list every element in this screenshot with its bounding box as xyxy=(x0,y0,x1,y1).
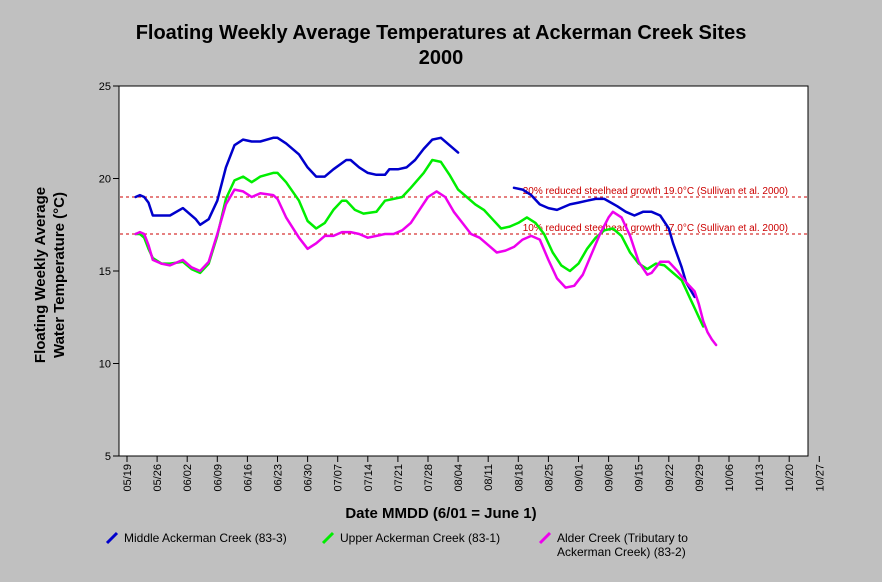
x-tick-label: 06/30 xyxy=(303,464,315,492)
x-tick-label: 09/22 xyxy=(664,464,676,492)
y-axis-label-line1: Floating Weekly Average xyxy=(32,186,49,364)
x-tick-label: 06/02 xyxy=(182,464,194,492)
x-tick-label: 09/08 xyxy=(604,464,616,492)
x-tick-label: 08/04 xyxy=(453,464,465,492)
x-tick-label: 07/14 xyxy=(363,464,375,492)
legend-label-middle: Middle Ackerman Creek (83-3) xyxy=(124,531,287,545)
y-tick-label: 25 xyxy=(99,81,111,93)
x-tick-label: 09/01 xyxy=(574,464,586,492)
legend-swatch-middle xyxy=(105,531,119,545)
series-line xyxy=(134,188,718,347)
y-tick-label: 20 xyxy=(99,174,111,186)
reference-line-label: 10% reduced steelhead growth 17.0°C (Sul… xyxy=(523,223,788,234)
x-tick-label: 08/18 xyxy=(513,464,525,492)
x-tick-label: 10/13 xyxy=(754,464,766,492)
y-axis: 5 10 15 20 25 xyxy=(99,81,119,463)
chart-title: Floating Weekly Average Temperatures at … xyxy=(135,22,747,44)
legend-label-upper: Upper Ackerman Creek (83-1) xyxy=(340,531,501,545)
series-line xyxy=(134,136,460,227)
x-tick-label: 07/07 xyxy=(333,464,345,492)
x-axis: 05/19 05/26 06/02 06/09 06/16 06/23 06/30 07/07… xyxy=(122,456,826,492)
x-tick-label: 10/20 xyxy=(784,464,796,492)
x-tick-label: 05/26 xyxy=(152,464,164,492)
chart-subtitle: 2000 xyxy=(418,47,464,69)
x-tick-label: 10/06 xyxy=(724,464,736,492)
legend-swatch-upper xyxy=(321,531,335,545)
y-tick-label: 15 xyxy=(99,266,111,278)
x-tick-label: 06/16 xyxy=(242,464,254,492)
x-axis-label: Date MMDD (6/01 = June 1) xyxy=(345,505,537,522)
legend-label-alder: Alder Creek (Tributary to Ackerman Creek… xyxy=(557,531,688,559)
reference-line-label: 20% reduced steelhead growth 19.0°C (Sul… xyxy=(523,186,788,197)
y-axis-label: Floating Weekly Average Water Temperatur… xyxy=(31,187,69,363)
x-tick-label: 06/09 xyxy=(212,464,224,492)
x-tick-label: 09/29 xyxy=(694,464,706,492)
y-tick-label: 10 xyxy=(99,359,111,371)
x-tick-label: 10/27 xyxy=(814,464,826,492)
x-tick-label: 07/21 xyxy=(393,464,405,492)
legend-swatch-alder xyxy=(538,531,552,545)
x-tick-label: 07/28 xyxy=(423,464,435,492)
y-tick-label: 5 xyxy=(105,451,111,463)
plot-area xyxy=(118,85,809,457)
x-tick-label: 08/11 xyxy=(483,464,495,491)
y-axis-label-line2: Water Temperature (°C) xyxy=(51,191,68,359)
reference-lines: 20% reduced steelhead growth 19.0°C (Sul… xyxy=(120,186,807,235)
series-lines xyxy=(134,136,718,347)
x-tick-label: 09/15 xyxy=(634,464,646,492)
series-line xyxy=(512,186,696,299)
x-tick-label: 05/19 xyxy=(122,464,134,492)
x-tick-label: 08/25 xyxy=(543,464,555,492)
x-tick-label: 06/23 xyxy=(273,464,285,492)
